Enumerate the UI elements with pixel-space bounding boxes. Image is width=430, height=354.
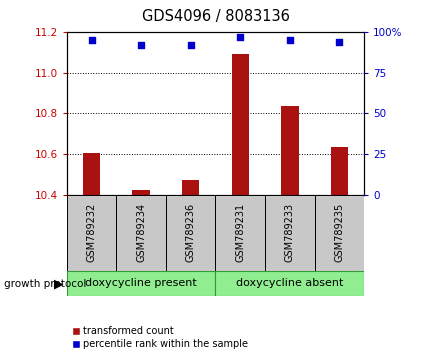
Text: GSM789232: GSM789232 bbox=[86, 203, 96, 262]
Text: GSM789234: GSM789234 bbox=[136, 203, 146, 262]
Text: GDS4096 / 8083136: GDS4096 / 8083136 bbox=[141, 9, 289, 24]
Bar bbox=[132, 190, 150, 195]
Bar bbox=[264, 195, 314, 271]
Point bbox=[335, 39, 342, 45]
Bar bbox=[116, 195, 166, 271]
Point bbox=[138, 42, 144, 48]
Point bbox=[236, 34, 243, 40]
Bar bbox=[330, 147, 347, 195]
Bar bbox=[280, 106, 298, 195]
Text: GSM789236: GSM789236 bbox=[185, 203, 195, 262]
Text: doxycycline present: doxycycline present bbox=[85, 278, 197, 288]
Bar bbox=[215, 271, 363, 296]
Bar bbox=[67, 271, 215, 296]
Text: growth protocol: growth protocol bbox=[4, 279, 86, 289]
Text: doxycycline absent: doxycycline absent bbox=[236, 278, 343, 288]
Bar bbox=[67, 195, 116, 271]
Text: GSM789235: GSM789235 bbox=[334, 203, 344, 262]
Point bbox=[88, 37, 95, 43]
Text: GSM789231: GSM789231 bbox=[235, 203, 245, 262]
Point bbox=[187, 42, 194, 48]
Legend: transformed count, percentile rank within the sample: transformed count, percentile rank withi… bbox=[71, 326, 248, 349]
Bar bbox=[215, 195, 264, 271]
Bar bbox=[231, 54, 249, 195]
Point bbox=[286, 37, 292, 43]
Text: ▶: ▶ bbox=[54, 278, 64, 291]
Bar bbox=[181, 181, 199, 195]
Bar bbox=[166, 195, 215, 271]
Bar bbox=[83, 153, 100, 195]
Bar bbox=[314, 195, 363, 271]
Text: GSM789233: GSM789233 bbox=[284, 203, 294, 262]
